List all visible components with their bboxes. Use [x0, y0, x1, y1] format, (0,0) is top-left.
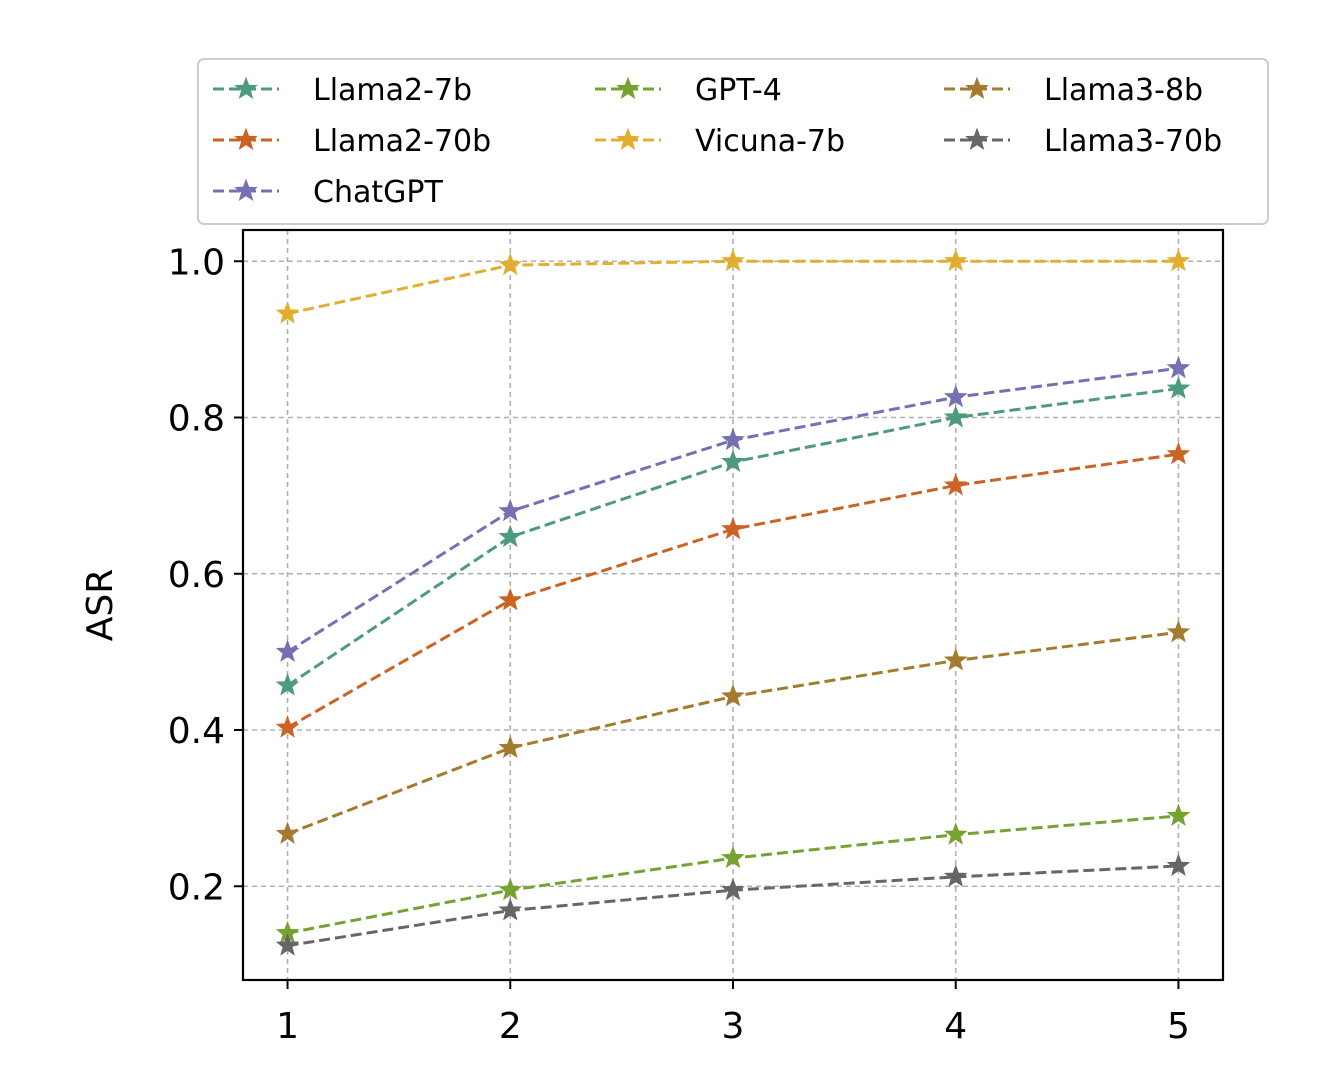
data-point-marker — [498, 498, 523, 522]
data-point-marker — [1166, 248, 1191, 272]
data-point-marker — [275, 821, 300, 844]
data-point-marker — [943, 384, 968, 408]
series-llama3-70b — [275, 853, 1191, 956]
data-point-marker — [498, 252, 523, 276]
legend-item: Llama2-7b — [213, 73, 472, 108]
data-point-marker — [721, 427, 745, 451]
legend-label: Vicuna-7b — [695, 124, 845, 159]
y-tick-label: 0.2 — [168, 867, 225, 908]
legend-label: ChatGPT — [313, 175, 443, 210]
series-gpt-4 — [275, 803, 1191, 944]
data-point-marker — [943, 405, 968, 428]
y-tick-label: 0.8 — [168, 399, 225, 440]
data-point-marker — [498, 524, 523, 548]
legend-marker — [616, 127, 640, 151]
series-chatgpt — [275, 355, 1191, 662]
x-tick-label: 3 — [722, 1006, 745, 1047]
series-llama2-70b — [275, 441, 1191, 738]
legend-item: Llama3-8b — [944, 73, 1203, 108]
data-point-marker — [1166, 376, 1191, 399]
data-point-marker — [943, 473, 968, 496]
series-llama2-7b — [275, 376, 1191, 696]
series-layer — [275, 248, 1191, 956]
x-tick-label: 4 — [944, 1006, 967, 1047]
y-tick-label: 0.6 — [168, 555, 225, 596]
legend-item: ChatGPT — [213, 175, 443, 210]
data-point-marker — [1166, 355, 1191, 379]
legend-marker — [965, 127, 989, 151]
y-tick-label: 1.0 — [168, 242, 225, 283]
data-point-marker — [943, 822, 968, 845]
x-axis: 1 2 3 4 5 — [276, 980, 1190, 1047]
data-point-marker — [1166, 853, 1191, 877]
legend-label: GPT-4 — [695, 73, 782, 108]
legend-item: Vicuna-7b — [595, 124, 845, 159]
data-point-marker — [275, 301, 300, 324]
data-point-marker — [275, 715, 300, 738]
data-point-marker — [721, 449, 745, 473]
data-point-marker — [943, 648, 968, 671]
data-point-marker — [721, 683, 745, 707]
data-point-marker — [275, 639, 300, 662]
legend-item: Llama2-70b — [213, 124, 491, 159]
data-point-marker — [498, 735, 523, 759]
y-axis-label: ASR — [80, 569, 121, 642]
series-vicuna-7b — [275, 248, 1191, 324]
data-point-marker — [721, 516, 745, 540]
legend-marker — [234, 76, 258, 100]
series-llama3-8b — [275, 619, 1191, 844]
legend-item: GPT-4 — [595, 73, 782, 108]
x-tick-label: 2 — [499, 1006, 522, 1047]
legend-label: Llama3-8b — [1044, 73, 1203, 108]
data-point-marker — [498, 898, 523, 921]
legend-box — [197, 58, 1269, 225]
data-point-marker — [1166, 619, 1191, 643]
legend-marker — [616, 76, 640, 100]
x-tick-label: 1 — [276, 1006, 299, 1047]
data-point-marker — [943, 864, 968, 887]
data-point-marker — [498, 877, 523, 901]
data-point-marker — [1166, 803, 1191, 827]
legend-label: Llama3-70b — [1044, 124, 1222, 159]
legend-label: Llama2-70b — [313, 124, 491, 159]
data-point-marker — [943, 248, 968, 272]
legend-marker — [234, 127, 258, 151]
legend-marker — [234, 178, 258, 202]
data-point-marker — [1166, 441, 1191, 465]
y-axis: 0.2 0.4 0.6 0.8 1.0 — [168, 242, 243, 908]
data-point-marker — [275, 673, 300, 696]
legend-item: Llama3-70b — [944, 124, 1222, 159]
data-point-marker — [275, 933, 300, 956]
data-point-marker — [721, 877, 745, 901]
data-point-marker — [721, 248, 745, 272]
grid-lines — [243, 230, 1223, 980]
legend-label: Llama2-7b — [313, 73, 472, 108]
legend: Llama2-7b Llama2-70b ChatGPT GPT-4 Vicuna-7b… — [197, 58, 1269, 225]
data-point-marker — [498, 587, 523, 611]
legend-marker — [965, 76, 989, 100]
data-point-marker — [721, 845, 745, 869]
x-tick-label: 5 — [1167, 1006, 1190, 1047]
y-tick-label: 0.4 — [168, 711, 225, 752]
